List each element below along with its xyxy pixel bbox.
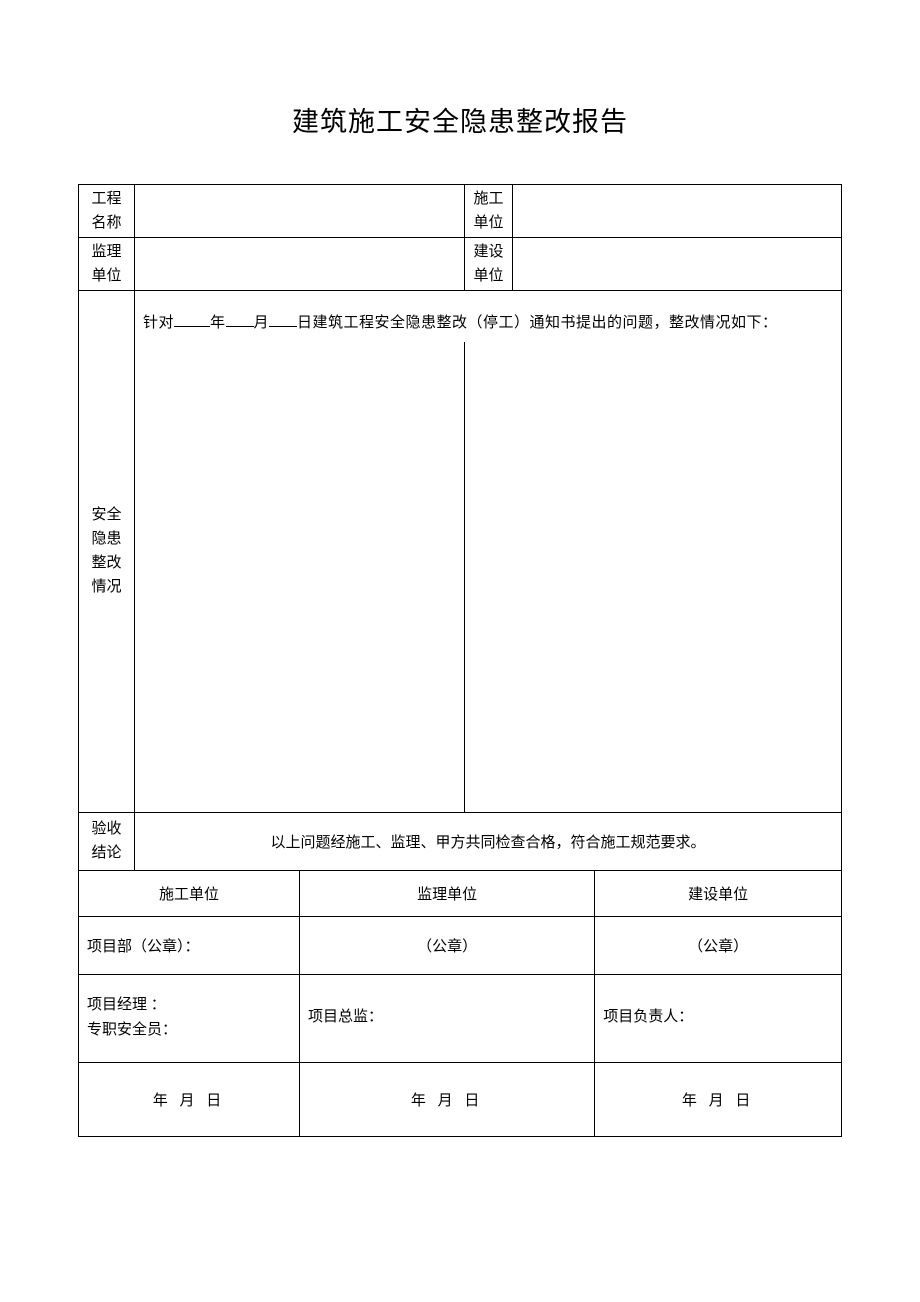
sig-col3-header: 建设单位: [595, 870, 842, 916]
project-name-value[interactable]: [135, 185, 465, 238]
hazard-intro-row: 安全隐患整改情况 针对年月日建筑工程安全隐患整改（停工）通知书提出的问题，整改情…: [79, 291, 842, 343]
report-form-table: 工程名称 施工单位 监理单位 建设单位 安全隐患整改情况 针对年月日建筑工程安全…: [78, 184, 842, 1137]
supervision-unit-value[interactable]: [135, 238, 465, 291]
project-name-label: 工程名称: [79, 185, 135, 238]
supervision-unit-label: 监理单位: [79, 238, 135, 291]
sig-col1-roles: 项目经理 ： 专职安全员：: [79, 974, 300, 1062]
day-blank[interactable]: [269, 311, 297, 327]
owner-unit-label: 建设单位: [465, 238, 513, 291]
hazard-body-row: [79, 342, 842, 812]
hazard-row-label: 安全隐患整改情况: [79, 291, 135, 813]
conclusion-text: 以上问题经施工、监理、甲方共同检查合格，符合施工规范要求。: [135, 812, 842, 870]
sig-col3-role: 项目负责人：: [595, 974, 842, 1062]
month-blank[interactable]: [226, 311, 254, 327]
hazard-intro-text: 针对年月日建筑工程安全隐患整改（停工）通知书提出的问题，整改情况如下：: [135, 291, 842, 343]
header-row-1: 工程名称 施工单位: [79, 185, 842, 238]
conclusion-row: 验收结论 以上问题经施工、监理、甲方共同检查合格，符合施工规范要求。: [79, 812, 842, 870]
construction-unit-value[interactable]: [513, 185, 842, 238]
sig-col3-date[interactable]: 年 月 日: [595, 1062, 842, 1136]
owner-unit-value[interactable]: [513, 238, 842, 291]
signature-date-row: 年 月 日 年 月 日 年 月 日: [79, 1062, 842, 1136]
page-title: 建筑施工安全隐患整改报告: [78, 100, 842, 139]
construction-unit-label: 施工单位: [465, 185, 513, 238]
sig-col1-date[interactable]: 年 月 日: [79, 1062, 300, 1136]
signature-seal-row: 项目部（公章）： （公章） （公章）: [79, 916, 842, 974]
header-row-2: 监理单位 建设单位: [79, 238, 842, 291]
sig-col2-date[interactable]: 年 月 日: [300, 1062, 595, 1136]
sig-col3-seal: （公章）: [595, 916, 842, 974]
conclusion-label: 验收结论: [79, 812, 135, 870]
sig-col1-header: 施工单位: [79, 870, 300, 916]
year-blank[interactable]: [174, 311, 210, 327]
signature-role-row: 项目经理 ： 专职安全员： 项目总监： 项目负责人：: [79, 974, 842, 1062]
sig-col2-header: 监理单位: [300, 870, 595, 916]
sig-col2-role: 项目总监：: [300, 974, 595, 1062]
hazard-left-content[interactable]: [135, 342, 465, 812]
sig-col1-seal: 项目部（公章）：: [79, 916, 300, 974]
signature-header-row: 施工单位 监理单位 建设单位: [79, 870, 842, 916]
hazard-right-content[interactable]: [465, 342, 842, 812]
sig-col2-seal: （公章）: [300, 916, 595, 974]
